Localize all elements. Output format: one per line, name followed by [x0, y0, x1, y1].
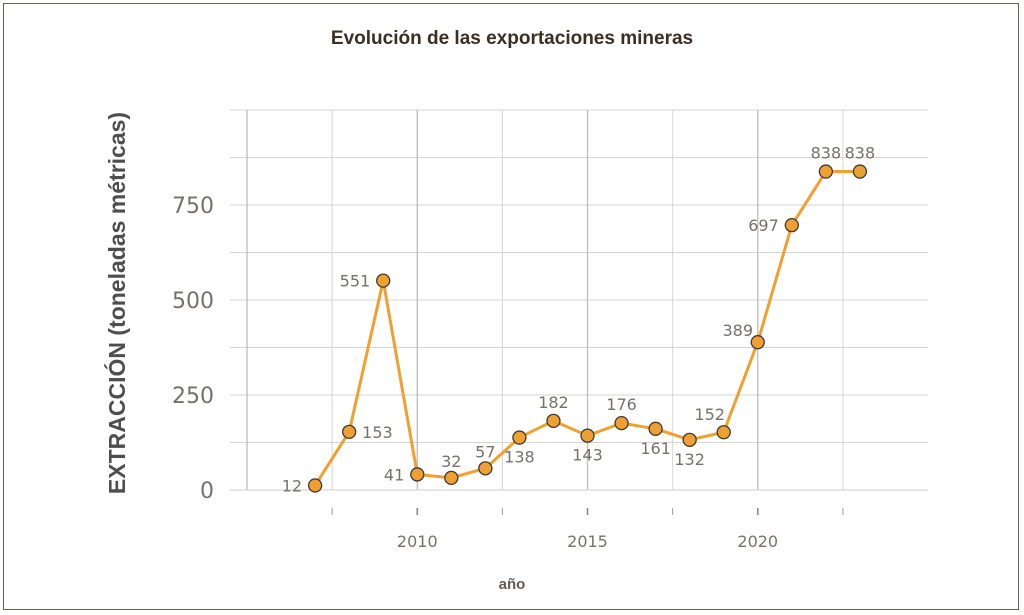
data-label: 57: [475, 442, 495, 461]
data-label: 143: [572, 446, 603, 465]
data-point: [648, 421, 663, 436]
data-label: 838: [811, 144, 842, 163]
data-label: 132: [674, 450, 705, 469]
data-label: 182: [538, 393, 569, 412]
x-tick-label: 2015: [567, 532, 608, 551]
data-point: [307, 478, 323, 493]
y-tick-label: 500: [172, 289, 214, 314]
data-point: [376, 273, 391, 288]
data-label: 161: [640, 439, 671, 458]
data-point: [478, 461, 493, 476]
data-label: 551: [340, 272, 371, 291]
data-label: 176: [606, 395, 637, 414]
y-tick-label: 750: [172, 194, 214, 219]
chart-title: Evolución de las exportaciones mineras: [330, 28, 694, 49]
data-label: 697: [748, 216, 779, 235]
data-point: [410, 467, 425, 482]
chart-frame: [3, 3, 1019, 610]
axes: 2010 2015 2020 0 250 500 750: [172, 194, 928, 551]
data-point: [580, 428, 595, 443]
data-point: [444, 470, 459, 485]
data-point: [784, 217, 799, 233]
grid-lines: [230, 109, 928, 490]
data-label: 152: [694, 405, 725, 424]
data-label: 838: [845, 144, 876, 163]
y-tick-label: 250: [172, 384, 214, 409]
data-point: [682, 432, 697, 447]
data-label: 12: [282, 476, 302, 495]
data-point: [716, 425, 731, 440]
x-tick-label: 2010: [397, 532, 438, 551]
data-label: 32: [441, 452, 461, 471]
series-extraccion: [307, 164, 868, 493]
data-label: 41: [384, 465, 404, 484]
data-point: [750, 335, 765, 350]
data-point: [546, 413, 561, 428]
data-point: [818, 164, 834, 179]
data-point: [342, 424, 357, 440]
data-point: [852, 164, 868, 179]
y-axis-label: EXTRACCIÓN (toneladas métricas): [103, 112, 130, 494]
data-label: 389: [722, 321, 753, 340]
data-point: [512, 430, 527, 445]
data-label: 138: [504, 448, 535, 467]
data-label: 153: [362, 423, 393, 442]
x-axis-label: año: [498, 576, 526, 593]
data-point: [614, 415, 629, 431]
y-tick-label: 0: [200, 479, 214, 504]
x-tick-label: 2020: [737, 532, 778, 551]
